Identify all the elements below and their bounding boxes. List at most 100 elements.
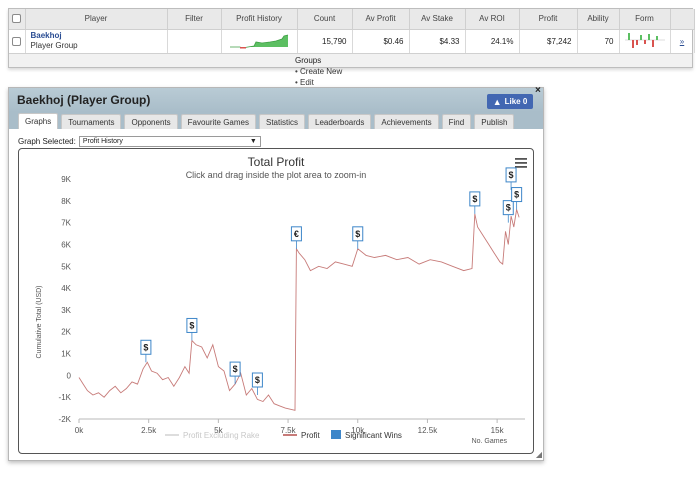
- panel-header: Baekhoj (Player Group) ▲ Like 0 ×: [9, 85, 543, 112]
- col-header-av-profit[interactable]: Av Profit: [352, 9, 410, 30]
- y-tick-label: 0: [67, 371, 72, 380]
- groups-bar: [9, 53, 692, 67]
- player-cell: Baekhoj Player Group: [25, 29, 168, 53]
- significant-win-label: $: [189, 320, 194, 330]
- profit-cell: $7,242: [519, 29, 578, 53]
- tab-favourite-games[interactable]: Favourite Games: [180, 114, 256, 129]
- significant-win-flag[interactable]: $: [229, 361, 241, 385]
- chart-title: Total Profit: [248, 155, 305, 169]
- like-label: Like 0: [504, 97, 528, 106]
- significant-win-flag[interactable]: $: [469, 191, 481, 214]
- col-header-av-stake[interactable]: Av Stake: [409, 9, 466, 30]
- chart-subtitle: Click and drag inside the plot area to z…: [186, 170, 367, 180]
- significant-win-flag[interactable]: $: [505, 167, 517, 190]
- filter-cell: [167, 29, 222, 53]
- legend-item-significant-wins[interactable]: Significant Wins: [331, 430, 402, 440]
- x-tick-label: 0k: [75, 426, 84, 435]
- significant-win-label: $: [355, 229, 360, 239]
- col-header-player[interactable]: Player: [25, 9, 168, 30]
- row-checkbox[interactable]: [12, 36, 21, 46]
- col-header-ability[interactable]: Ability: [577, 9, 620, 30]
- col-header-form[interactable]: Form: [619, 9, 671, 30]
- tab-publish[interactable]: Publish: [474, 114, 515, 129]
- tab-opponents[interactable]: Opponents: [124, 114, 178, 129]
- graph-select-value: Profit History: [82, 138, 123, 145]
- col-header-count[interactable]: Count: [297, 9, 353, 30]
- significant-win-label: $: [143, 342, 148, 352]
- significant-win-label: $: [514, 190, 519, 200]
- y-tick-label: 9K: [61, 175, 71, 184]
- groups-menu-title[interactable]: Groups: [295, 56, 322, 65]
- chart-legend: Profit Excluding Rake Profit Significant…: [165, 430, 402, 440]
- close-icon[interactable]: ×: [535, 85, 541, 96]
- form-chart: [624, 33, 665, 49]
- y-tick-label: 4K: [61, 284, 71, 293]
- groups-menu: Groups Create New Edit: [295, 55, 342, 88]
- col-header-profit-history[interactable]: Profit History: [221, 9, 298, 30]
- results-table-container: Player Filter Profit History Count Av Pr…: [8, 8, 695, 68]
- av-stake-cell: $4.33: [409, 29, 466, 53]
- significant-win-flag[interactable]: $: [251, 372, 263, 395]
- significant-win-flag[interactable]: €: [290, 226, 302, 249]
- y-tick-label: 1K: [61, 350, 71, 359]
- chart-container[interactable]: Total Profit Click and drag inside the p…: [18, 148, 534, 454]
- y-tick-label: 2K: [61, 328, 71, 337]
- select-all-checkbox-cell[interactable]: [9, 9, 26, 30]
- tab-achievements[interactable]: Achievements: [374, 114, 439, 129]
- row-checkbox-cell[interactable]: [9, 29, 26, 53]
- tab-graphs[interactable]: Graphs: [18, 113, 59, 129]
- table-row: Baekhoj Player Group 15,790 $0.46 $4.33 …: [9, 29, 695, 53]
- ability-cell: 70: [577, 29, 620, 53]
- x-tick-label: 15k: [491, 426, 505, 435]
- significant-win-flag[interactable]: $: [352, 226, 364, 249]
- player-name-link[interactable]: Baekhoj: [30, 31, 62, 41]
- y-tick-label: -1K: [59, 393, 72, 402]
- profit-history-cell: [221, 29, 298, 53]
- chevron-down-icon: ▼: [249, 138, 257, 145]
- graph-select-dropdown[interactable]: Profit History ▼: [78, 136, 261, 147]
- y-tick-label: 3K: [61, 306, 71, 315]
- significant-win-flag[interactable]: $: [511, 187, 523, 210]
- significant-win-flag[interactable]: $: [186, 317, 198, 341]
- legend-item-profit[interactable]: Profit: [283, 431, 320, 440]
- legend-label-significant-wins: Significant Wins: [345, 431, 402, 440]
- significant-win-flag[interactable]: $: [502, 200, 514, 223]
- player-type: Player Group: [30, 41, 78, 51]
- results-table: Player Filter Profit History Count Av Pr…: [9, 9, 695, 53]
- y-axis-label: Cumulative Total (USD): [36, 285, 43, 358]
- tab-find[interactable]: Find: [441, 114, 472, 129]
- tab-tournaments[interactable]: Tournaments: [61, 114, 122, 129]
- tab-statistics[interactable]: Statistics: [258, 114, 305, 129]
- x-tick-label: 7.5k: [281, 426, 297, 435]
- groups-menu-create-new[interactable]: Create New: [295, 66, 342, 77]
- significant-win-label: $: [255, 375, 260, 385]
- select-all-checkbox[interactable]: [12, 14, 22, 24]
- resize-grip-icon[interactable]: ◢: [535, 450, 542, 459]
- profit-chart[interactable]: Total Profit Click and drag inside the p…: [19, 149, 533, 453]
- x-tick-label: 10k: [351, 426, 365, 435]
- graph-selected-label: Graph Selected:: [18, 137, 76, 146]
- significant-win-label: $: [509, 170, 514, 180]
- tab-leaderboards[interactable]: Leaderboards: [308, 114, 372, 129]
- groups-menu-edit[interactable]: Edit: [295, 77, 342, 88]
- facebook-like-button[interactable]: ▲ Like 0: [487, 94, 533, 109]
- av-profit-cell: $0.46: [352, 29, 410, 53]
- y-tick-label: 5K: [61, 262, 71, 271]
- series-line-profit: [78, 209, 520, 411]
- col-header-empty: [670, 9, 695, 30]
- chart-menu-icon[interactable]: [515, 158, 527, 168]
- av-roi-cell: 24.1%: [465, 29, 520, 53]
- y-tick-label: 6K: [61, 240, 71, 249]
- significant-win-flag[interactable]: $: [140, 339, 152, 363]
- col-header-filter[interactable]: Filter: [167, 9, 222, 30]
- legend-item-excl-rake[interactable]: Profit Excluding Rake: [165, 431, 260, 440]
- form-cell: [619, 29, 671, 53]
- y-tick-label: 7K: [61, 219, 71, 228]
- x-tick-label: 2.5k: [141, 426, 157, 435]
- x-tick-label: 12.5k: [418, 426, 439, 435]
- row-expand-link[interactable]: »: [670, 29, 695, 53]
- col-header-av-roi[interactable]: Av ROI: [465, 9, 520, 30]
- panel-title: Baekhoj (Player Group): [17, 93, 151, 107]
- col-header-profit[interactable]: Profit: [519, 9, 578, 30]
- significant-win-label: €: [294, 229, 299, 239]
